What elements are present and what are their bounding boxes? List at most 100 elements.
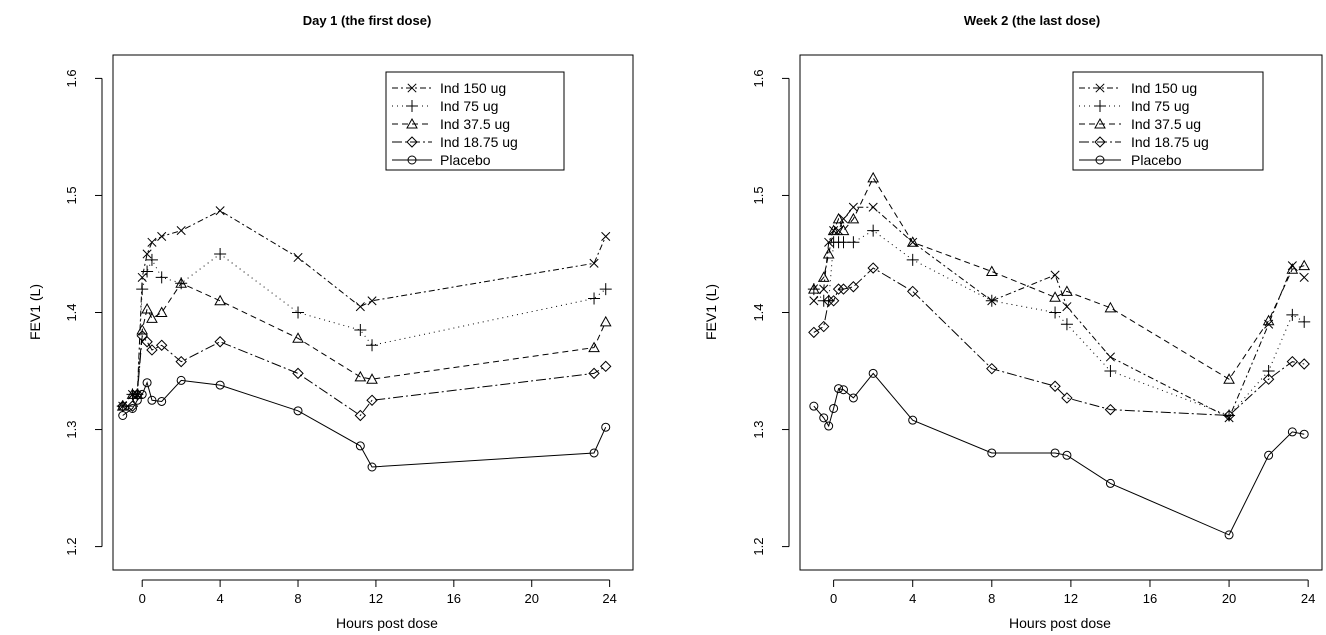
data-point-placebo-day-1 — [157, 396, 167, 406]
data-point-placebo-week-2 — [1050, 448, 1060, 458]
series-line-placebo-week-2 — [813, 372, 1305, 536]
y-tick-label-week-2: 1.5 — [751, 186, 766, 204]
series-line-ind-37-5-ug-day-1 — [122, 282, 607, 407]
series-ind-75-ug-day-1 — [116, 247, 612, 413]
data-point-placebo-day-1 — [118, 411, 128, 420]
legend-marker-ind-150-ug-day-1 — [407, 83, 417, 93]
data-point-ind-150-ug-day-1 — [215, 206, 225, 216]
series-day-1 — [116, 206, 612, 472]
legend-marker-ind-150-ug-week-2 — [1095, 83, 1105, 93]
data-point-ind-18-75-ug-week-2 — [847, 281, 860, 293]
data-point-ind-75-ug-day-1 — [366, 339, 379, 352]
series-ind-75-ug-week-2 — [807, 224, 1311, 422]
legend-marker-placebo-week-2 — [1095, 155, 1105, 165]
legend-label-ind-37-5-ug-day-1: Ind 37.5 ug — [440, 116, 510, 132]
data-point-ind-37-5-ug-week-2 — [847, 212, 860, 224]
series-line-ind-150-ug-day-1 — [122, 210, 607, 407]
data-point-ind-150-ug-week-2 — [819, 284, 829, 294]
legend-label-ind-150-ug-week-2: Ind 150 ug — [1131, 80, 1197, 96]
data-point-placebo-day-1 — [127, 403, 137, 413]
panel-day-1: Day 1 (the first dose) Hours post dose F… — [27, 13, 634, 631]
x-axis-day-1: 0 4 8 12 16 20 24 — [139, 579, 617, 606]
data-point-ind-150-ug-day-1 — [137, 272, 147, 282]
data-point-ind-37-5-ug-day-1 — [175, 277, 188, 288]
data-point-ind-37-5-ug-week-2 — [985, 265, 998, 277]
series-line-ind-37-5-ug-week-2 — [813, 176, 1305, 380]
legend-label-ind-37-5-ug-week-2: Ind 37.5 ug — [1131, 116, 1201, 132]
y-axis-day-1: 1.2 1.3 1.4 1.5 1.6 — [64, 69, 103, 556]
x-tick-label-day-1: 20 — [524, 591, 538, 606]
x-tick-label-week-2: 16 — [1143, 591, 1157, 606]
data-point-ind-75-ug-week-2 — [1060, 318, 1073, 331]
data-point-ind-150-ug-day-1 — [157, 231, 167, 241]
data-point-ind-37-5-ug-day-1 — [599, 315, 612, 327]
series-line-ind-18-75-ug-day-1 — [122, 334, 606, 417]
legend-marker-ind-18-75-ug-day-1 — [406, 136, 418, 148]
y-tick-label-day-1: 1.2 — [64, 538, 79, 556]
legend-marker-ind-18-75-ug-week-2 — [1094, 136, 1106, 148]
x-axis-label-day-1: Hours post dose — [336, 615, 438, 631]
data-point-ind-150-ug-day-1 — [176, 226, 186, 236]
data-point-ind-18-75-ug-week-2 — [837, 283, 850, 295]
data-point-ind-37-5-ug-week-2 — [1061, 285, 1073, 296]
data-point-ind-37-5-ug-day-1 — [354, 370, 367, 382]
data-point-ind-37-5-ug-week-2 — [1104, 301, 1117, 313]
legend-label-placebo-day-1: Placebo — [440, 152, 491, 168]
data-point-ind-75-ug-week-2 — [867, 224, 880, 237]
data-point-ind-18-75-ug-day-1 — [366, 394, 378, 406]
data-point-ind-18-75-ug-day-1 — [146, 344, 158, 356]
data-point-ind-37-5-ug-week-2 — [817, 271, 830, 282]
data-point-ind-18-75-ug-day-1 — [175, 355, 187, 368]
data-point-ind-150-ug-week-2 — [834, 226, 844, 236]
data-point-ind-18-75-ug-week-2 — [1286, 355, 1299, 368]
y-tick-label-day-1: 1.5 — [64, 186, 79, 204]
x-tick-label-week-2: 12 — [1064, 591, 1078, 606]
series-placebo-day-1 — [118, 375, 611, 472]
data-point-placebo-week-2 — [1062, 450, 1072, 460]
x-tick-label-day-1: 12 — [369, 591, 383, 606]
data-point-ind-18-75-ug-day-1 — [136, 330, 148, 342]
data-point-ind-75-ug-day-1 — [292, 306, 305, 319]
y-tick-label-week-2: 1.4 — [751, 303, 766, 321]
data-point-ind-75-ug-day-1 — [155, 271, 168, 284]
legend-day-1: Ind 150 ug Ind 75 ug Ind 37.5 ug Ind 18.75 … — [385, 71, 565, 171]
data-point-ind-18-75-ug-week-2 — [827, 295, 840, 307]
data-point-ind-18-75-ug-week-2 — [1262, 373, 1275, 385]
data-point-ind-18-75-ug-week-2 — [818, 320, 830, 333]
data-point-ind-150-ug-week-2 — [868, 202, 878, 212]
plot-area-frame-week-2 — [799, 54, 1323, 571]
x-tick-label-day-1: 24 — [602, 591, 616, 606]
legend-label-placebo-week-2: Placebo — [1131, 152, 1182, 168]
data-point-ind-18-75-ug-week-2 — [1223, 409, 1235, 422]
data-point-ind-75-ug-day-1 — [354, 324, 367, 337]
data-point-ind-75-ug-day-1 — [141, 265, 154, 278]
data-point-placebo-week-2 — [1299, 429, 1309, 439]
x-axis-label-week-2: Hours post dose — [1009, 615, 1111, 631]
data-point-ind-37-5-ug-day-1 — [131, 388, 144, 399]
data-point-ind-75-ug-week-2 — [1262, 365, 1275, 378]
data-point-ind-75-ug-week-2 — [1286, 308, 1299, 321]
legend-label-ind-18-75-ug-week-2: Ind 18.75 ug — [1131, 134, 1209, 150]
data-point-ind-150-ug-day-1 — [355, 302, 365, 312]
data-point-ind-150-ug-day-1 — [293, 252, 303, 263]
data-point-ind-37-5-ug-week-2 — [827, 224, 840, 236]
x-axis-week-2: 0 4 8 12 16 20 24 — [830, 579, 1315, 606]
legend-label-ind-75-ug-day-1: Ind 75 ug — [440, 98, 498, 114]
legend-box-week-2 — [1072, 71, 1264, 171]
x-tick-label-week-2: 0 — [830, 591, 837, 606]
data-point-placebo-day-1 — [601, 422, 611, 432]
series-line-ind-18-75-ug-week-2 — [813, 267, 1305, 417]
data-point-ind-150-ug-week-2 — [1105, 352, 1115, 362]
data-point-ind-18-75-ug-week-2 — [832, 283, 845, 295]
data-point-placebo-week-2 — [829, 403, 839, 413]
data-point-ind-75-ug-week-2 — [847, 236, 860, 249]
data-point-placebo-day-1 — [589, 448, 599, 458]
data-point-ind-37-5-ug-week-2 — [867, 171, 880, 183]
legend-marker-ind-37-5-ug-week-2 — [1094, 117, 1106, 129]
data-point-ind-18-75-ug-week-2 — [808, 326, 820, 339]
data-point-placebo-day-1 — [176, 375, 186, 385]
data-point-ind-37-5-ug-day-1 — [136, 324, 149, 335]
data-point-placebo-week-2 — [824, 421, 834, 431]
data-point-ind-18-75-ug-week-2 — [1104, 403, 1117, 416]
